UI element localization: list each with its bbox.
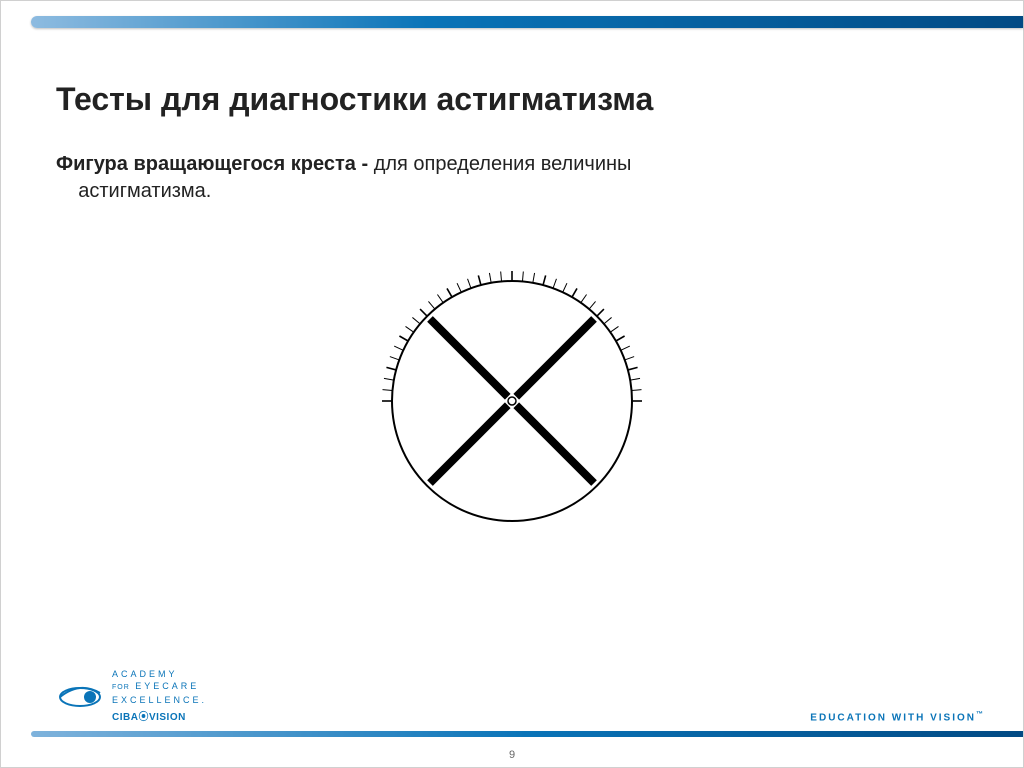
- bottom-accent-bar: [1, 731, 1023, 737]
- logo-block: ACADEMY FOR EYECARE EXCELLENCE. CIBA⦿VIS…: [56, 668, 204, 723]
- top-accent-bar: [1, 16, 1023, 28]
- slide: Тесты для диагностики астигматизма Фигур…: [0, 0, 1024, 768]
- page-number: 9: [1, 749, 1023, 761]
- body-text: Фигура вращающегося креста - для определ…: [56, 151, 903, 205]
- body-rest: для определения величины: [374, 153, 632, 175]
- logo-line-eyecare: FOR EYECARE: [112, 680, 204, 694]
- tagline-tm: ™: [976, 711, 983, 718]
- logo-line-academy: ACADEMY: [112, 668, 204, 680]
- slide-title: Тесты для диагностики астигматизма: [56, 81, 968, 118]
- logo-sub-ciba: CIBA⦿VISION: [112, 708, 204, 723]
- diagram-container: [1, 261, 1023, 541]
- eye-swoosh-icon: [56, 677, 104, 715]
- logo-text-block: ACADEMY FOR EYECARE EXCELLENCE. CIBA⦿VIS…: [112, 668, 204, 723]
- bottom-accent-bar-fill: [31, 731, 1023, 737]
- logo-line-excellence: EXCELLENCE.: [112, 694, 204, 706]
- rotating-cross-diagram: [372, 261, 652, 541]
- tagline: EDUCATION WITH VISION™: [810, 711, 983, 723]
- tagline-text: EDUCATION WITH VISION: [810, 712, 976, 723]
- top-accent-bar-fill: [31, 16, 1023, 28]
- body-line2: астигматизма.: [78, 180, 211, 202]
- body-bold: Фигура вращающегося креста -: [56, 153, 374, 175]
